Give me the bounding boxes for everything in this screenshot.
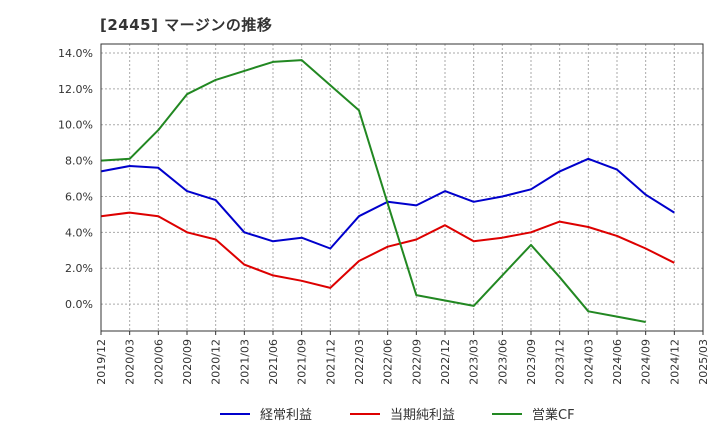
axis-layer: 0.0% 2.0% 4.0% 6.0% 8.0% 10.0% 12.0% 14.0% 2019/… <box>58 43 710 385</box>
x-tick-label: 2021/03 <box>238 339 251 385</box>
x-tick-label: 2023/12 <box>554 339 567 385</box>
series-line-2 <box>100 59 646 323</box>
y-tick-label: 14.0% <box>58 47 93 60</box>
x-tick-label: 2023/03 <box>468 339 481 385</box>
x-tick-label: 2023/09 <box>525 339 538 385</box>
series-layer <box>100 59 675 323</box>
x-tick-label: 2020/03 <box>124 339 137 385</box>
x-tick-label: 2021/06 <box>267 339 280 385</box>
legend-label: 当期純利益 <box>390 408 455 423</box>
x-tick-label: 2022/06 <box>382 339 395 385</box>
y-tick-label: 4.0% <box>65 226 93 239</box>
y-tick-label: 10.0% <box>58 119 93 132</box>
x-tick-label: 2025/03 <box>697 339 710 385</box>
plot-frame <box>100 43 704 332</box>
x-tick-label: 2022/09 <box>410 339 423 385</box>
y-tick-label: 6.0% <box>65 190 93 203</box>
x-tick-label: 2024/06 <box>611 339 624 385</box>
grid-layer <box>100 44 704 331</box>
series-line-1 <box>100 211 675 289</box>
x-tick-label: 2021/09 <box>296 339 309 385</box>
x-tick-label: 2020/12 <box>210 339 223 385</box>
legend: 経常利益 当期純利益 営業CF <box>220 407 575 423</box>
x-tick-label: 2020/06 <box>152 339 165 385</box>
x-tick-label: 2024/09 <box>640 339 653 385</box>
chart-title: [2445] マージンの推移 <box>100 16 273 34</box>
x-tick-label: 2021/12 <box>324 339 337 385</box>
y-tick-label: 8.0% <box>65 155 93 168</box>
legend-label: 営業CF <box>532 407 575 423</box>
y-tick-label: 2.0% <box>65 262 93 275</box>
x-tick-label: 2022/03 <box>353 339 366 385</box>
x-tick-label: 2023/06 <box>496 339 509 385</box>
x-tick-label: 2020/09 <box>181 339 194 385</box>
x-tick-label: 2022/12 <box>439 339 452 385</box>
x-tick-label: 2024/12 <box>668 339 681 385</box>
x-tick-label: 2024/03 <box>582 339 595 385</box>
legend-label: 経常利益 <box>260 408 312 423</box>
y-tick-label: 12.0% <box>58 83 93 96</box>
y-tick-label: 0.0% <box>65 298 93 311</box>
x-tick-label: 2019/12 <box>95 339 108 385</box>
